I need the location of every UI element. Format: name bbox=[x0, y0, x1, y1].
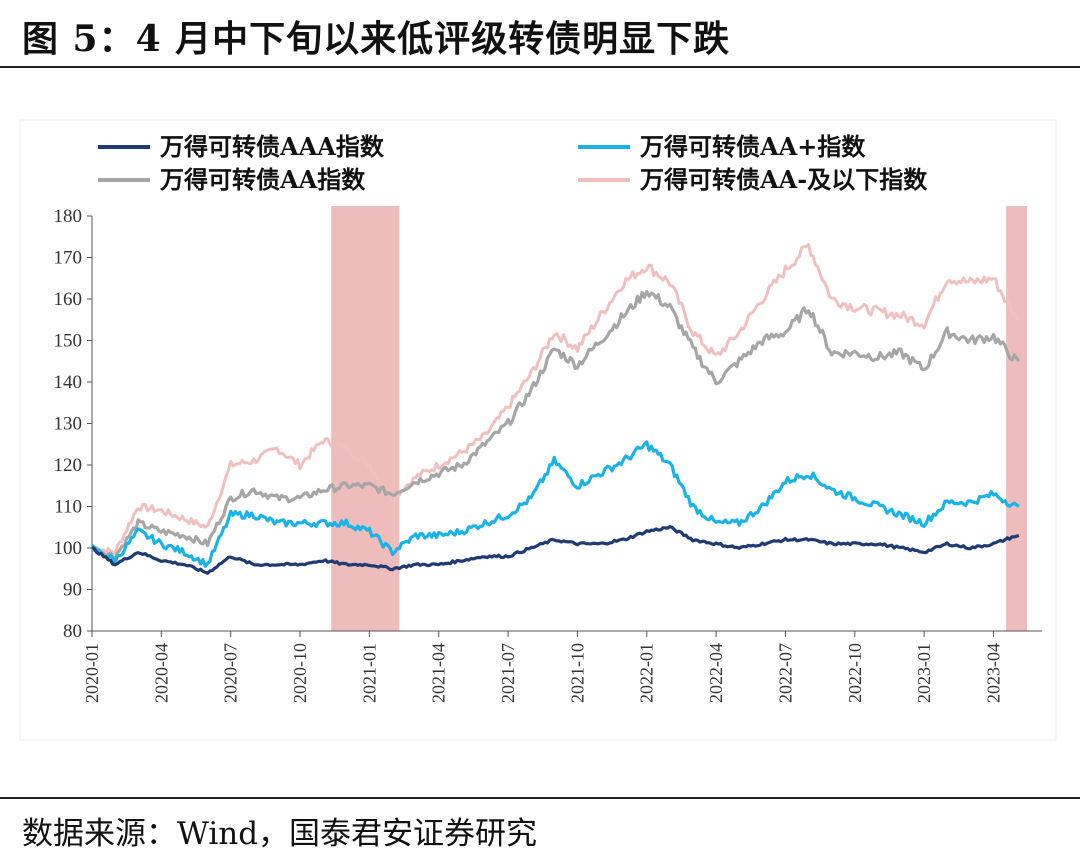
x-tick-label: 2020-07 bbox=[221, 643, 241, 703]
y-tick-label: 90 bbox=[63, 580, 82, 601]
y-tick-label: 140 bbox=[54, 372, 83, 393]
top-divider bbox=[0, 66, 1080, 68]
x-tick-label: 2022-04 bbox=[706, 643, 726, 703]
chart-frame bbox=[19, 119, 1057, 741]
x-tick-label: 2022-10 bbox=[845, 643, 865, 703]
shaded-period bbox=[1006, 206, 1027, 631]
series-line bbox=[91, 440, 1020, 568]
y-tick-label: 150 bbox=[54, 331, 83, 352]
x-tick-label: 2021-10 bbox=[567, 643, 587, 703]
x-tick-label: 2023-01 bbox=[914, 643, 934, 703]
figure-title: 图 5：4 月中下旬以来低评级转债明显下跌 bbox=[22, 18, 731, 60]
x-tick-label: 2021-04 bbox=[429, 643, 449, 703]
y-tick-label: 120 bbox=[54, 455, 83, 476]
series-lines bbox=[91, 243, 1021, 575]
legend-label: 万得可转债AAA指数 bbox=[160, 132, 385, 161]
series-line bbox=[91, 289, 1021, 561]
x-tick-label: 2022-07 bbox=[775, 643, 795, 703]
shaded-period bbox=[331, 206, 400, 631]
x-tick-label: 2022-01 bbox=[637, 643, 657, 703]
plot-area bbox=[19, 119, 1057, 741]
x-tick-label: 2023-04 bbox=[983, 643, 1003, 703]
source-note: 数据来源：Wind，国泰君安证券研究 bbox=[22, 816, 538, 852]
y-tick-label: 80 bbox=[63, 621, 82, 642]
y-tick-label: 130 bbox=[54, 414, 83, 435]
legend-label: 万得可转债AA-及以下指数 bbox=[640, 165, 928, 194]
y-tick-label: 170 bbox=[54, 248, 83, 269]
series-line bbox=[91, 243, 1021, 556]
x-tick-label: 2021-07 bbox=[498, 643, 518, 703]
x-tick-label: 2020-04 bbox=[151, 643, 171, 703]
x-tick-label: 2020-10 bbox=[290, 643, 310, 703]
x-tick-label: 2020-01 bbox=[82, 643, 102, 703]
line-chart: 80 90 100 110 120 130 140 150 160 170 180 2020-01 20… bbox=[19, 119, 1057, 741]
y-tick-label: 100 bbox=[54, 538, 83, 559]
y-tick-label: 110 bbox=[54, 497, 82, 518]
series-line bbox=[91, 525, 1020, 575]
y-tick-label: 160 bbox=[54, 289, 83, 310]
x-tick-label: 2021-01 bbox=[359, 643, 379, 703]
y-tick-label: 180 bbox=[54, 206, 83, 227]
legend-label: 万得可转债AA+指数 bbox=[640, 132, 866, 161]
bottom-divider bbox=[0, 797, 1080, 799]
axes: 80 90 100 110 120 130 140 150 160 170 180 2020-01 20… bbox=[54, 206, 1042, 703]
shaded-periods bbox=[331, 206, 1027, 631]
legend-label: 万得可转债AA指数 bbox=[160, 165, 366, 194]
